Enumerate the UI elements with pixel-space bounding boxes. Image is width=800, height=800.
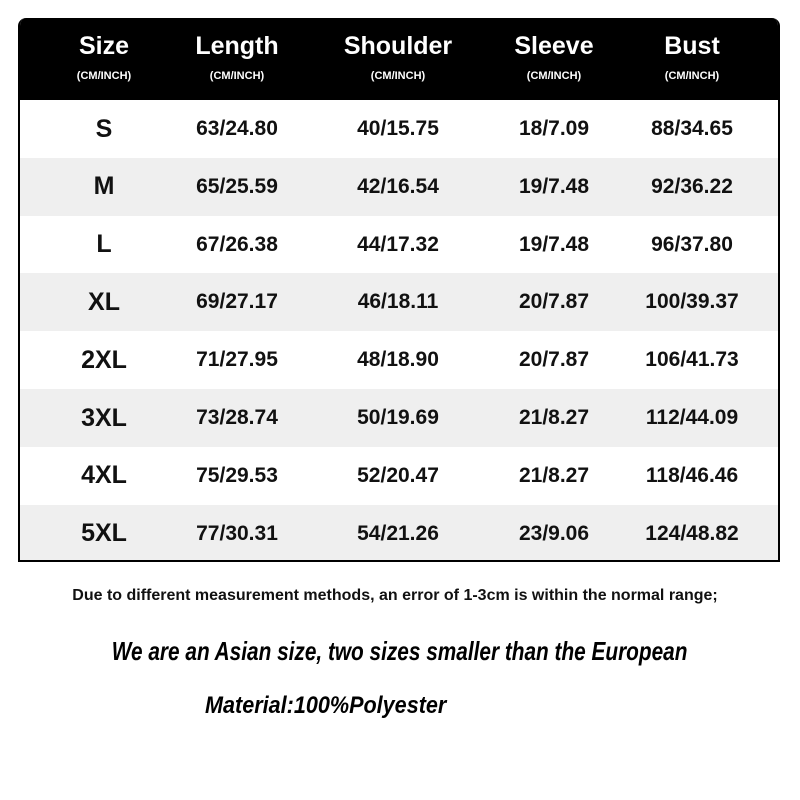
- measure-cell: 20/7.87: [518, 290, 590, 314]
- measure-cell: 96/37.80: [651, 232, 733, 256]
- measure-cell: 71/27.95: [196, 348, 278, 372]
- column-title: Size: [78, 32, 130, 60]
- measure-cell: 19/7.48: [518, 232, 590, 256]
- column-unit: (CM/INCH): [209, 70, 265, 82]
- column-title: Shoulder: [343, 32, 453, 60]
- size-table: Size (CM/INCH) Length (CM/INCH) Shoulder (CM/…: [18, 18, 780, 562]
- measure-cell: 63/24.80: [196, 117, 278, 140]
- measure-cell: 65/25.59: [196, 174, 278, 198]
- measure-cell: 112/44.09: [645, 406, 739, 429]
- measure-cell: 44/17.32: [357, 232, 439, 256]
- measure-cell: 21/8.27: [518, 463, 590, 487]
- measure-cell: 21/8.27: [518, 406, 590, 429]
- measure-cell: 124/48.82: [645, 521, 739, 545]
- measure-cell: 118/46.46: [645, 463, 739, 487]
- table-row: 4XL 75/29.53 52/20.47 21/8.27 118/46.46: [20, 446, 778, 505]
- measure-cell: 75/29.53: [196, 463, 278, 487]
- column-unit: (CM/INCH): [664, 70, 720, 82]
- size-cell: 4XL: [81, 461, 127, 490]
- measure-cell: 77/30.31: [196, 521, 278, 545]
- measure-cell: 92/36.22: [651, 174, 733, 198]
- table-header: Size (CM/INCH) Length (CM/INCH) Shoulder (CM/…: [20, 18, 778, 100]
- measure-cell: 48/18.90: [357, 348, 439, 372]
- measure-cell: 52/20.47: [357, 463, 439, 487]
- measure-cell: 50/19.69: [357, 406, 439, 429]
- measure-cell: 20/7.87: [518, 348, 590, 372]
- size-cell: XL: [88, 287, 120, 316]
- column-title: Bust: [664, 32, 720, 60]
- table-row: 2XL 71/27.95 48/18.90 20/7.87 106/41.73: [20, 331, 778, 390]
- measure-cell: 100/39.37: [645, 290, 739, 314]
- measure-cell: 40/15.75: [357, 117, 439, 140]
- size-cell: M: [93, 172, 115, 201]
- measure-cell: 69/27.17: [196, 290, 278, 314]
- table-row: M 65/25.59 42/16.54 19/7.48 92/36.22: [20, 157, 778, 216]
- size-cell: 2XL: [81, 345, 127, 374]
- size-cell: S: [95, 114, 113, 143]
- table-row: S 63/24.80 40/15.75 18/7.09 88/34.65: [20, 100, 778, 158]
- material-note: Material:100%Polyester: [205, 692, 447, 719]
- measure-cell: 73/28.74: [196, 406, 278, 429]
- sizing-note: We are an Asian size, two sizes smaller …: [111, 636, 688, 666]
- column-title: Length: [195, 32, 279, 60]
- measure-cell: 106/41.73: [645, 348, 739, 372]
- table-row: 3XL 73/28.74 50/19.69 21/8.27 112/44.09: [20, 389, 778, 447]
- measure-cell: 88/34.65: [651, 117, 733, 140]
- table-row: 5XL 77/30.31 54/21.26 23/9.06 124/48.82: [20, 504, 778, 560]
- measure-cell: 42/16.54: [357, 174, 439, 198]
- measure-cell: 67/26.38: [196, 232, 278, 256]
- measurement-note: Due to different measurement methods, an…: [72, 587, 718, 604]
- size-cell: 3XL: [81, 403, 127, 432]
- column-unit: (CM/INCH): [76, 70, 132, 82]
- measure-cell: 54/21.26: [357, 521, 439, 545]
- measure-cell: 46/18.11: [357, 290, 439, 314]
- table-row: XL 69/27.17 46/18.11 20/7.87 100/39.37: [20, 273, 778, 332]
- column-unit: (CM/INCH): [526, 70, 582, 82]
- measure-cell: 23/9.06: [518, 521, 590, 545]
- measure-cell: 18/7.09: [518, 117, 590, 140]
- table-row: L 67/26.38 44/17.32 19/7.48 96/37.80: [20, 215, 778, 274]
- column-unit: (CM/INCH): [370, 70, 426, 82]
- column-title: Sleeve: [514, 32, 594, 60]
- measure-cell: 19/7.48: [518, 174, 590, 198]
- size-cell: 5XL: [81, 519, 127, 548]
- size-cell: L: [96, 230, 112, 259]
